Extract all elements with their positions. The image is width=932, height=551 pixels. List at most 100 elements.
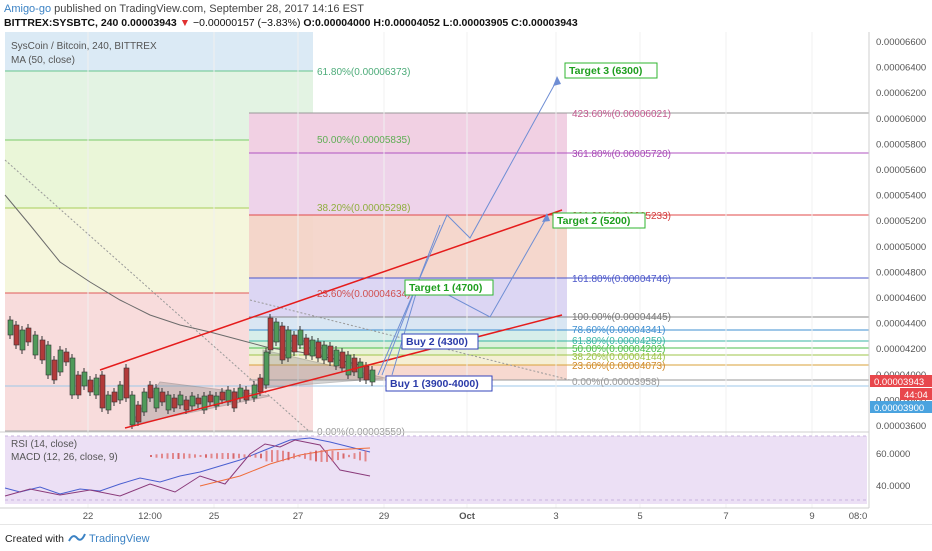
candle bbox=[69, 357, 76, 396]
svg-text:0.00003900: 0.00003900 bbox=[874, 403, 924, 414]
histogram-bar bbox=[348, 454, 350, 458]
candle bbox=[297, 329, 304, 346]
fib-label-61.8: 61.80%(0.00006373) bbox=[317, 67, 410, 78]
histogram-bar bbox=[276, 450, 279, 462]
histogram-bar bbox=[260, 453, 262, 459]
candle bbox=[339, 351, 346, 369]
histogram-bar bbox=[320, 450, 323, 462]
ext-label-50: 50.00%(0.00004202) bbox=[572, 344, 665, 355]
ext-label-423.6: 423.60%(0.00006021) bbox=[572, 109, 671, 120]
svg-text:5: 5 bbox=[637, 511, 642, 522]
chart-canvas[interactable]: 61.80%(0.00006373) 50.00%(0.00005835) 38… bbox=[0, 30, 932, 524]
channel-lower bbox=[124, 314, 563, 429]
price-tick: 0.00006000 bbox=[876, 114, 926, 125]
author-link[interactable]: Amigo-go bbox=[4, 3, 52, 15]
target-1-box bbox=[404, 279, 494, 296]
candle bbox=[51, 359, 58, 381]
rsi-axis-60: 60.0000 bbox=[876, 449, 910, 460]
channel-upper bbox=[99, 209, 563, 371]
ext-label-100: 100.00%(0.00004445) bbox=[572, 312, 671, 323]
histogram-bar bbox=[265, 450, 268, 462]
candle bbox=[369, 369, 376, 383]
histogram-bar bbox=[326, 450, 328, 462]
published-text: published on TradingView.com, September … bbox=[54, 3, 364, 15]
target-3-box bbox=[564, 62, 658, 79]
price-tick: 0.00004400 bbox=[876, 319, 926, 330]
histogram-bar bbox=[364, 450, 367, 462]
buy-2-box bbox=[401, 333, 479, 350]
candle bbox=[129, 394, 136, 426]
candle bbox=[195, 397, 202, 405]
target-1-label: Target 1 (4700) bbox=[409, 282, 482, 294]
candle bbox=[111, 391, 118, 403]
price-tick: 0.00005600 bbox=[876, 165, 926, 176]
footer-created: Created with bbox=[5, 533, 64, 545]
candle bbox=[19, 329, 26, 351]
svg-text:7: 7 bbox=[723, 511, 728, 522]
ext-label-38.2: 38.20%(0.00004144) bbox=[572, 352, 665, 363]
down-arrow-icon: ▼ bbox=[179, 17, 191, 29]
candle bbox=[243, 389, 250, 401]
tradingview-link[interactable]: TradingView bbox=[89, 533, 150, 545]
histogram-bar bbox=[227, 453, 229, 459]
svg-text:08:0: 08:0 bbox=[849, 511, 868, 522]
candle bbox=[153, 387, 160, 409]
candle bbox=[177, 394, 184, 406]
candle bbox=[93, 377, 100, 396]
histogram-bar bbox=[243, 454, 246, 458]
candle bbox=[159, 391, 166, 403]
histogram-bar bbox=[205, 454, 207, 458]
histogram-bar bbox=[221, 453, 224, 459]
svg-text:22: 22 bbox=[83, 511, 94, 522]
chart-header: Amigo-go published on TradingView.com, S… bbox=[0, 0, 932, 30]
histogram-bar bbox=[194, 454, 196, 458]
candle bbox=[141, 391, 148, 413]
grid-lines bbox=[87, 32, 813, 508]
candle bbox=[87, 379, 94, 393]
buy-1-box bbox=[385, 375, 493, 392]
target-2-box bbox=[552, 212, 646, 229]
candle bbox=[309, 339, 316, 357]
target-2-label: Target 2 (5200) bbox=[557, 215, 630, 227]
histogram-bar bbox=[304, 453, 306, 459]
histogram-bar bbox=[282, 450, 284, 462]
candle bbox=[237, 387, 244, 399]
price-tick: 0.00004600 bbox=[876, 293, 926, 304]
price-axis[interactable] bbox=[869, 32, 932, 508]
histogram-bar bbox=[331, 450, 334, 462]
histogram-bar bbox=[238, 453, 240, 459]
svg-text:3: 3 bbox=[553, 511, 558, 522]
candle bbox=[123, 367, 130, 399]
histogram-bar bbox=[177, 453, 180, 459]
histogram-bar bbox=[199, 454, 202, 458]
svg-text:27: 27 bbox=[293, 511, 304, 522]
price-change: −0.00000157 (−3.83%) bbox=[193, 17, 301, 29]
histogram-bar bbox=[161, 453, 163, 459]
ohlc-values: O:0.00004000 H:0.00004052 L:0.00003905 C… bbox=[303, 17, 578, 29]
candle bbox=[327, 345, 334, 363]
price-tick: 0.00003600 bbox=[876, 421, 926, 432]
macd-histogram bbox=[150, 450, 367, 462]
ext-label-61.8: 61.80%(0.00004259) bbox=[572, 336, 665, 347]
ma-legend: MA (50, close) bbox=[11, 55, 75, 66]
candle bbox=[117, 384, 124, 401]
histogram-bar bbox=[271, 450, 273, 462]
svg-text:44:04: 44:04 bbox=[904, 390, 928, 401]
time-axis[interactable]: 22 12:00 25 27 29 Oct 3 5 7 9 08:0 bbox=[83, 511, 868, 522]
rsi-pane bbox=[5, 436, 867, 504]
candle bbox=[207, 394, 214, 403]
svg-text:25: 25 bbox=[209, 511, 220, 522]
fib-extension bbox=[5, 112, 869, 387]
histogram-bar bbox=[342, 453, 345, 459]
candle bbox=[63, 351, 70, 363]
svg-text:9: 9 bbox=[809, 511, 814, 522]
histogram-bar bbox=[150, 455, 152, 457]
histogram-bar bbox=[337, 451, 339, 461]
candle bbox=[257, 377, 264, 393]
histogram-bar bbox=[359, 451, 361, 461]
ext-label-23.6: 23.60%(0.00004073) bbox=[572, 361, 665, 372]
histogram-bar bbox=[293, 453, 295, 459]
ext-label-78.6: 78.60%(0.00004341) bbox=[572, 325, 665, 336]
price-tick: 0.00005200 bbox=[876, 216, 926, 227]
candle bbox=[321, 344, 328, 361]
